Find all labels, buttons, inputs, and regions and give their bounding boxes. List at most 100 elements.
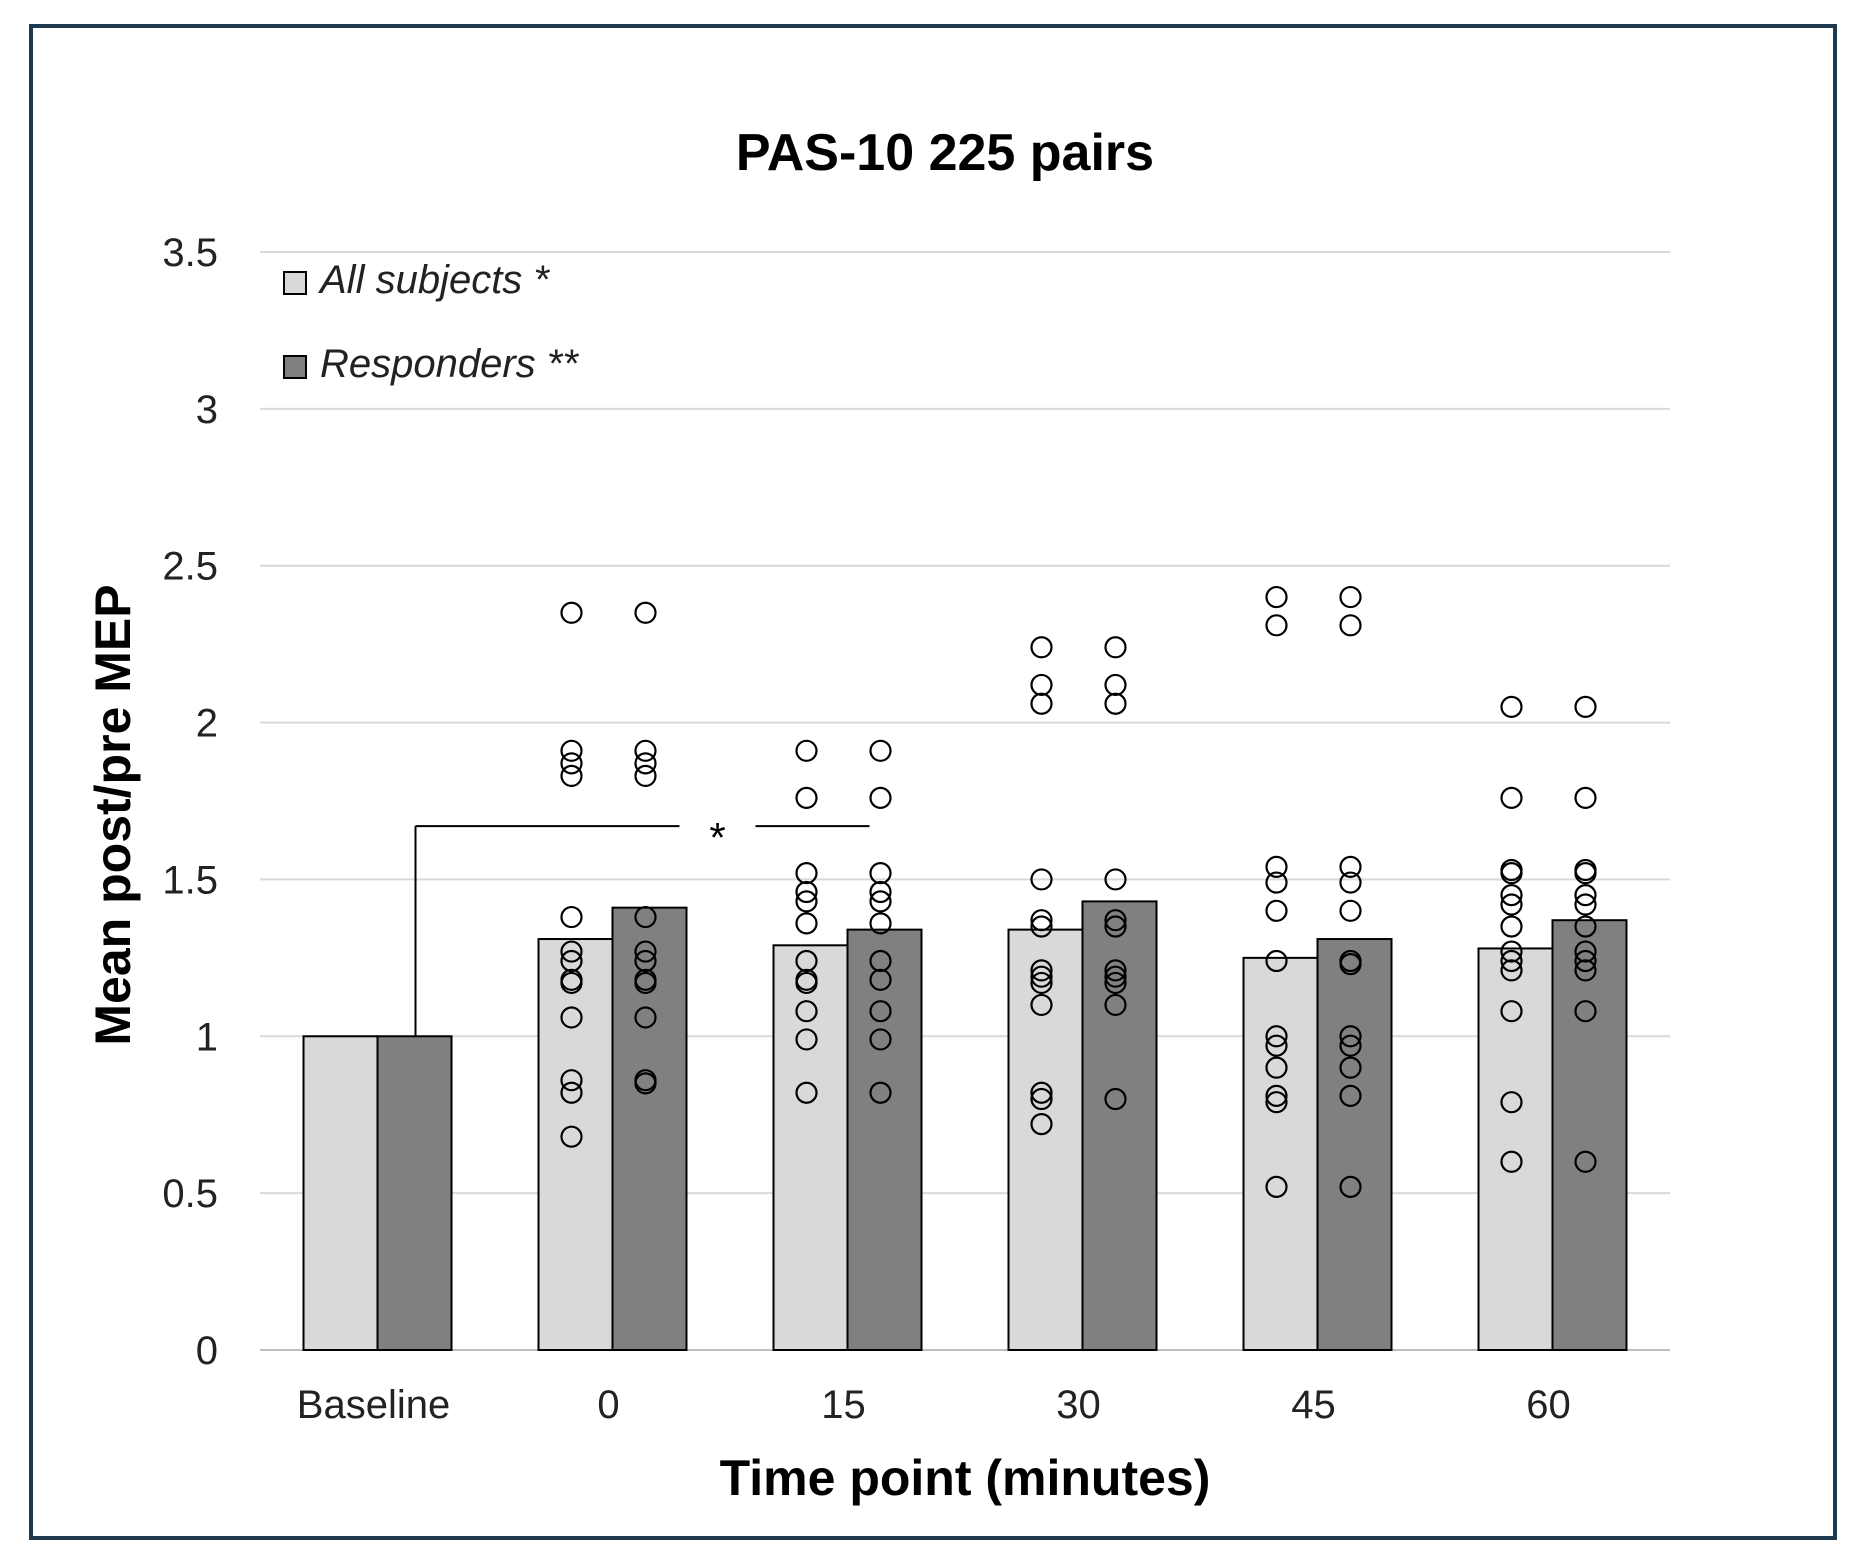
data-point <box>869 968 892 991</box>
data-point <box>795 1000 818 1023</box>
bar <box>1316 938 1393 1352</box>
data-point <box>1574 786 1597 809</box>
data-point <box>1265 949 1288 973</box>
data-point <box>869 1028 892 1051</box>
data-point <box>560 1125 583 1148</box>
data-point <box>1500 915 1523 938</box>
data-point <box>795 949 818 973</box>
data-point <box>869 739 892 762</box>
data-point <box>560 1081 583 1104</box>
data-point <box>560 940 583 963</box>
legend: All subjects * Responders ** <box>283 258 579 386</box>
data-point <box>1574 1000 1597 1023</box>
data-point <box>1030 909 1053 932</box>
data-point <box>1030 673 1053 697</box>
data-point <box>1030 971 1053 995</box>
data-point <box>795 1028 818 1051</box>
data-point <box>560 764 583 788</box>
x-tick-label: 45 <box>1291 1383 1336 1427</box>
data-point <box>1104 909 1127 932</box>
data-point <box>1574 940 1597 963</box>
chart-title: PAS-10 225 pairs <box>736 124 1154 182</box>
x-tick-label: 0 <box>597 1383 619 1427</box>
data-point <box>795 739 818 762</box>
legend-swatch <box>283 355 307 379</box>
y-tick-label: 0 <box>196 1329 218 1373</box>
data-point <box>1265 855 1288 878</box>
data-point <box>1574 1150 1597 1173</box>
data-point <box>1104 915 1127 938</box>
data-point <box>1500 862 1523 885</box>
data-point <box>1339 614 1362 637</box>
bar <box>302 1035 379 1352</box>
data-point <box>560 752 583 775</box>
data-point <box>1104 993 1127 1017</box>
data-point <box>1030 965 1053 988</box>
data-point <box>1104 868 1127 891</box>
data-point <box>795 912 818 935</box>
data-point <box>1500 695 1523 718</box>
data-point <box>1265 1091 1288 1114</box>
data-point <box>1574 949 1597 973</box>
data-point <box>1339 1056 1362 1079</box>
x-tick-label: 30 <box>1056 1383 1101 1427</box>
data-point <box>795 786 818 809</box>
data-point <box>1030 692 1053 715</box>
data-point <box>1030 1081 1053 1104</box>
y-tick-label: 1 <box>196 1015 218 1059</box>
x-tick-label: 60 <box>1526 1383 1571 1427</box>
data-point <box>869 1000 892 1023</box>
data-point <box>1104 1087 1127 1111</box>
data-point <box>869 912 892 935</box>
data-point <box>1339 1175 1362 1198</box>
y-tick-label: 0.5 <box>162 1172 218 1216</box>
data-point <box>1104 692 1127 715</box>
data-point <box>1030 915 1053 938</box>
data-point <box>1339 1034 1362 1057</box>
legend-label: All subjects * <box>318 258 550 302</box>
data-point <box>634 601 657 624</box>
data-point <box>1500 1000 1523 1023</box>
data-point <box>1104 959 1127 982</box>
bar <box>772 944 849 1352</box>
data-point <box>1030 636 1053 659</box>
data-point <box>634 752 657 775</box>
data-point <box>1339 899 1362 922</box>
y-tick-label: 2 <box>196 702 218 746</box>
data-point <box>634 1006 657 1029</box>
bar <box>846 928 923 1351</box>
data-point <box>1574 959 1597 982</box>
data-point <box>1030 959 1053 982</box>
data-point <box>560 1006 583 1029</box>
data-point <box>1265 1175 1288 1198</box>
chart-frame <box>29 24 1837 1540</box>
x-axis-title: Time point (minutes) <box>720 1450 1211 1506</box>
data-point <box>1265 585 1288 609</box>
data-point <box>1265 871 1288 894</box>
data-point <box>634 971 657 995</box>
data-point <box>1500 1091 1523 1114</box>
bars <box>302 900 1628 1352</box>
data-point <box>869 862 892 885</box>
bar <box>1551 919 1628 1351</box>
data-point <box>869 949 892 973</box>
data-point <box>869 1081 892 1104</box>
data-point <box>795 971 818 995</box>
data-point <box>869 890 892 913</box>
bar <box>1007 928 1084 1351</box>
data-point <box>1500 959 1523 982</box>
data-point <box>1500 949 1523 973</box>
data-point <box>1265 1056 1288 1079</box>
data-points <box>560 585 1597 1198</box>
data-point <box>1265 614 1288 637</box>
data-point <box>1574 915 1597 938</box>
data-point <box>560 971 583 995</box>
bar <box>1477 947 1554 1352</box>
data-point <box>1265 1084 1288 1107</box>
data-point <box>634 949 657 973</box>
y-axis-title: Mean post/pre MEP <box>85 584 141 1045</box>
data-point <box>1500 893 1523 916</box>
data-point <box>560 739 583 762</box>
data-point <box>795 862 818 885</box>
